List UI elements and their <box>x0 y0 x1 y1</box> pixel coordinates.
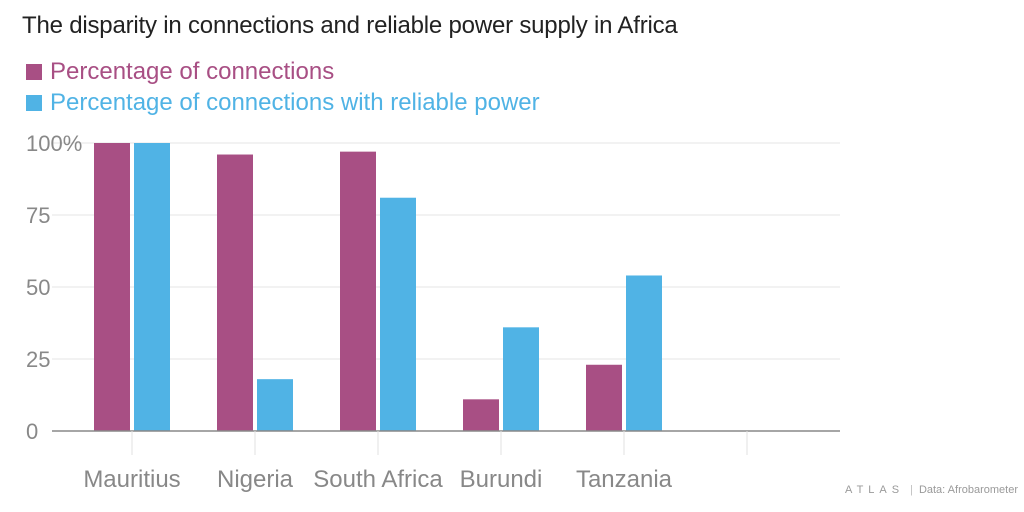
legend-item-connections: Percentage of connections <box>26 56 540 87</box>
legend: Percentage of connections Percentage of … <box>26 56 540 118</box>
bar-connections <box>586 364 622 431</box>
x-category-label: Nigeria <box>217 466 294 493</box>
axes <box>52 430 840 455</box>
legend-item-reliable-power: Percentage of connections with reliable … <box>26 87 540 118</box>
bar-connections <box>340 151 376 431</box>
y-tick-label: 100% <box>26 131 82 156</box>
gridlines <box>52 142 840 360</box>
chart-title: The disparity in connections and reliabl… <box>22 12 678 39</box>
x-category-label: Mauritius <box>83 466 180 493</box>
atlas-logo: ATLAS <box>845 484 905 496</box>
y-tick-label: 25 <box>26 347 50 372</box>
bars <box>94 143 662 431</box>
x-category-label: Tanzania <box>576 466 673 493</box>
bar-reliable-power <box>257 379 293 431</box>
y-tick-label: 0 <box>26 419 38 444</box>
bar-reliable-power <box>134 143 170 431</box>
x-category-label: South Africa <box>313 466 443 493</box>
y-tick-label: 75 <box>26 203 50 228</box>
x-category-label: Burundi <box>460 466 543 493</box>
footer-separator: | <box>910 484 913 496</box>
bar-reliable-power <box>626 275 662 431</box>
bar-connections <box>217 154 253 431</box>
bar-connections <box>463 399 499 431</box>
legend-swatch-reliable-power <box>26 94 42 111</box>
bar-connections <box>94 143 130 431</box>
bar-reliable-power <box>503 327 539 431</box>
legend-swatch-connections <box>26 63 42 80</box>
source-note: Data: Afrobarometer <box>918 484 1018 496</box>
bar-reliable-power <box>380 197 416 431</box>
footer: ATLAS | Data: Afrobarometer <box>845 484 1018 496</box>
y-tick-label: 50 <box>26 275 50 300</box>
legend-label-reliable-power: Percentage of connections with reliable … <box>50 88 540 116</box>
axis-labels: 0 25 50 75 100% Mauritius Nigeria South Africa B… <box>26 131 673 493</box>
legend-label-connections: Percentage of connections <box>50 57 335 85</box>
